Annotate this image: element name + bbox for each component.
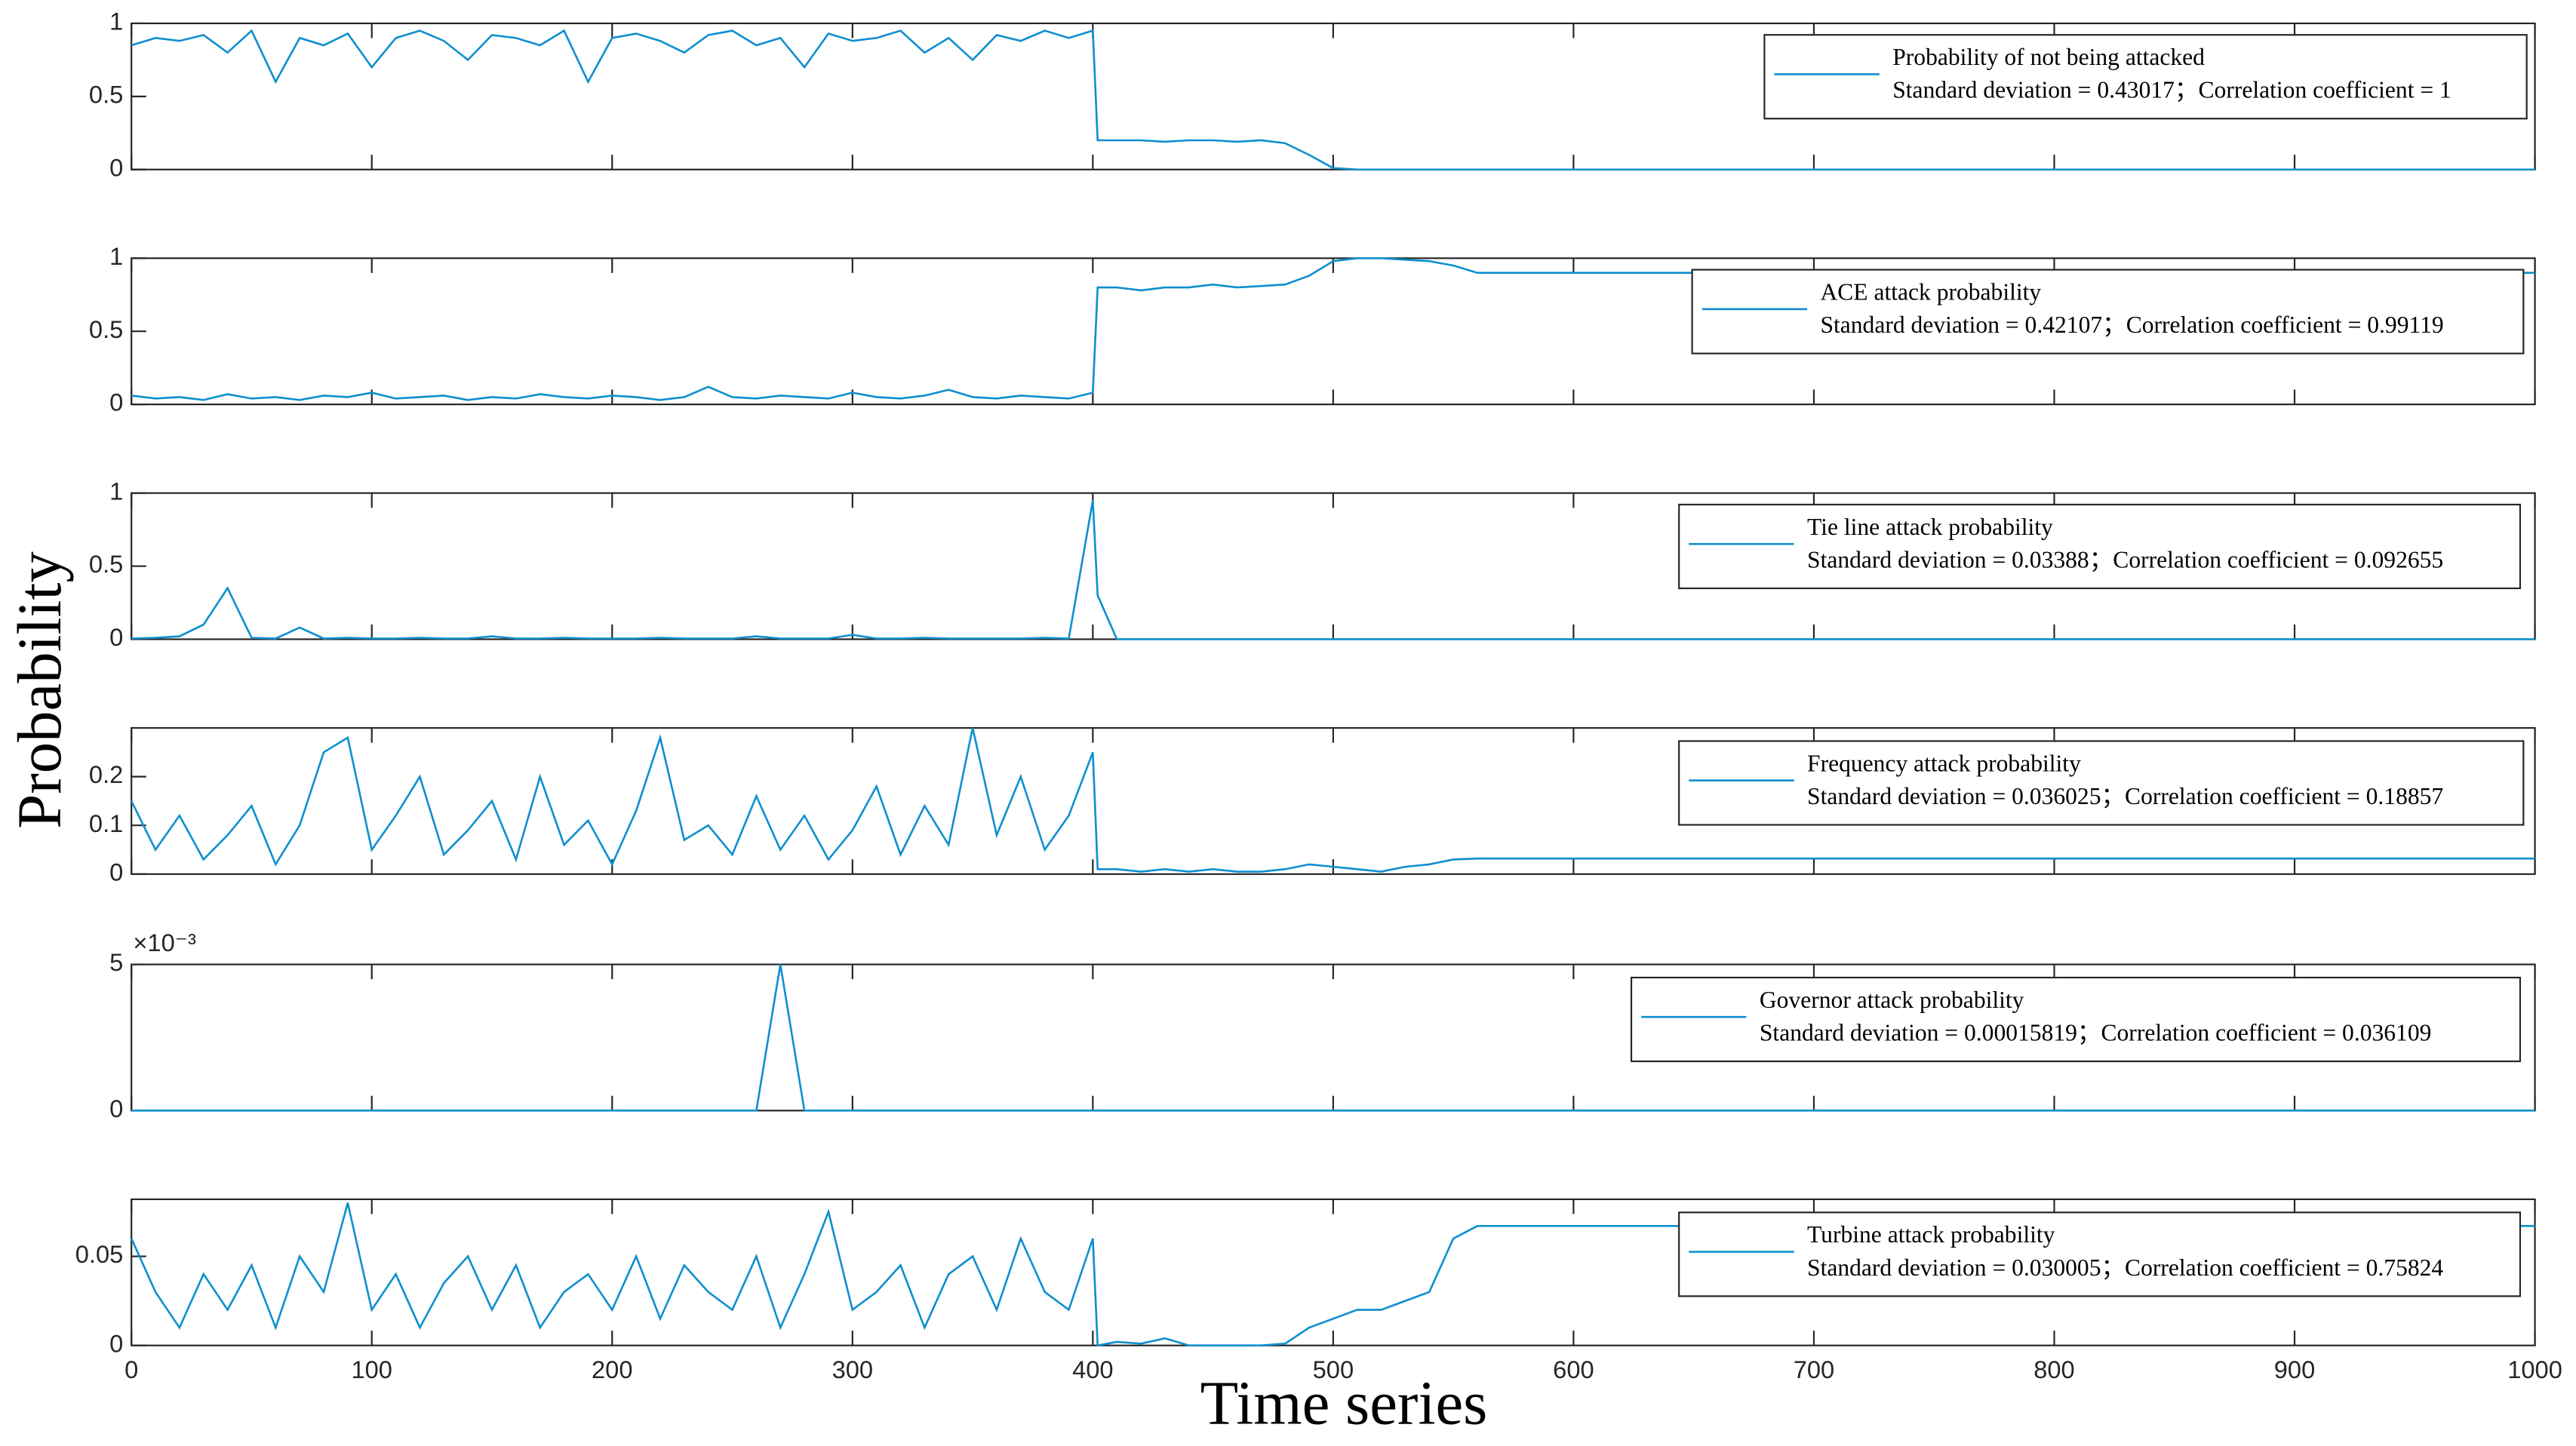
legend-box — [1678, 1211, 2522, 1297]
x-tick-label: 600 — [1553, 1355, 1594, 1383]
y-tick-label: 0.5 — [89, 550, 123, 578]
y-tick-label: 1 — [109, 8, 123, 35]
x-tick-label: 800 — [2033, 1355, 2074, 1383]
legend-box — [1630, 976, 2522, 1063]
series-line — [131, 29, 2535, 171]
y-tick-label: 0.1 — [89, 809, 123, 837]
x-tick-label: 900 — [2274, 1355, 2315, 1383]
x-tick-label: 500 — [1313, 1355, 1354, 1383]
x-tick-label: 300 — [832, 1355, 873, 1383]
y-tick-label: 0.5 — [89, 80, 123, 108]
y-tick-label: 0 — [109, 153, 123, 181]
x-tick-label: 200 — [592, 1355, 632, 1383]
y-tick-label: 1 — [109, 242, 123, 270]
y-tick-label: 0 — [109, 623, 123, 651]
legend-box — [1691, 269, 2525, 355]
y-exponent: ×10⁻³ — [133, 929, 196, 956]
y-tick-label: 0 — [109, 388, 123, 416]
legend-box — [1763, 34, 2528, 120]
legend-label: Turbine attack probability — [1807, 1221, 2055, 1248]
y-axis-label: Probability — [5, 551, 74, 829]
legend-annotation: Standard deviation = 0.42107；Correlation… — [1820, 312, 2443, 338]
x-tick-label: 1000 — [2507, 1355, 2562, 1383]
legend-annotation: Standard deviation = 0.030005；Correlatio… — [1807, 1254, 2443, 1281]
y-tick-label: 0 — [109, 1329, 123, 1357]
y-tick-label: 0 — [109, 858, 123, 886]
x-tick-label: 100 — [351, 1355, 392, 1383]
series-line — [131, 727, 2535, 873]
x-tick-label: 0 — [124, 1355, 138, 1383]
legend-label: Probability of not being attacked — [1892, 44, 2205, 70]
legend-label: Governor attack probability — [1760, 987, 2024, 1013]
legend-box — [1678, 740, 2525, 826]
series-line — [131, 964, 2535, 1112]
x-axis-label: Time series — [1200, 1368, 1488, 1438]
y-tick-label: 0.5 — [89, 315, 123, 343]
legend-label: Tie line attack probability — [1807, 514, 2053, 540]
legend-label: ACE attack probability — [1820, 278, 2041, 305]
x-tick-label: 400 — [1072, 1355, 1113, 1383]
series-line — [131, 500, 2535, 640]
y-tick-label: 1 — [109, 477, 123, 505]
y-tick-label: 0 — [109, 1094, 123, 1122]
y-tick-label: 0.05 — [75, 1240, 124, 1268]
legend-annotation: Standard deviation = 0.00015819；Correlat… — [1760, 1019, 2432, 1045]
legend-box — [1678, 503, 2522, 590]
y-tick-label: 5 — [109, 948, 123, 976]
x-tick-label: 700 — [1794, 1355, 1834, 1383]
legend-annotation: Standard deviation = 0.036025；Correlatio… — [1807, 783, 2443, 809]
legend-label: Frequency attack probability — [1807, 750, 2081, 776]
legend-annotation: Standard deviation = 0.03388；Correlation… — [1807, 546, 2443, 573]
legend-annotation: Standard deviation = 0.43017；Correlation… — [1892, 77, 2452, 103]
y-tick-label: 0.2 — [89, 760, 123, 788]
